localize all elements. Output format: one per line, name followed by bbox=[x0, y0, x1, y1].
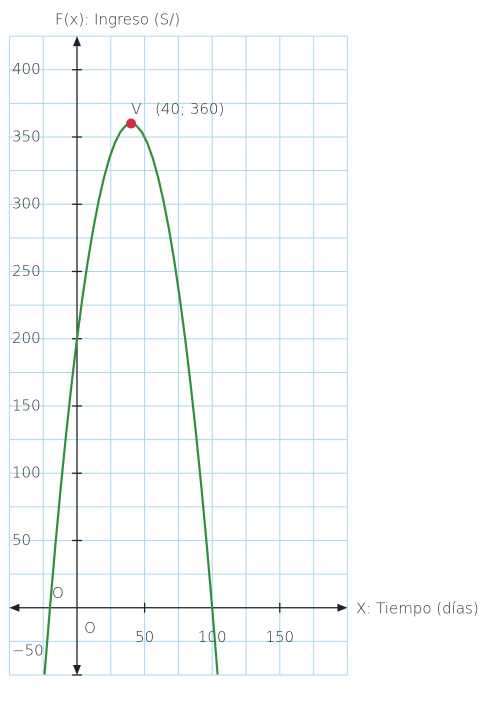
origin-label: O bbox=[52, 584, 64, 602]
origin-label: O bbox=[84, 619, 96, 637]
y-tick-label: 100 bbox=[12, 464, 41, 482]
y-tick-label: 300 bbox=[12, 195, 41, 213]
arrow bbox=[73, 665, 81, 675]
y-tick-label: 150 bbox=[12, 396, 41, 414]
x-tick-label: 150 bbox=[265, 628, 294, 646]
vertex-annotation: (40; 360) bbox=[155, 100, 224, 118]
arrow bbox=[73, 36, 81, 47]
curve bbox=[43, 122, 219, 675]
vertex-point bbox=[126, 118, 137, 129]
x-tick-label: 50 bbox=[135, 628, 154, 646]
arrow bbox=[9, 603, 20, 612]
arrow bbox=[337, 603, 348, 612]
x-axis-label: X: Tiempo (días) bbox=[356, 600, 479, 618]
y-tick-label: 250 bbox=[12, 262, 41, 280]
y-tick-label: −50 bbox=[12, 642, 44, 660]
y-tick-label: 400 bbox=[12, 60, 41, 78]
y-tick-label: 350 bbox=[12, 127, 41, 145]
x-tick-label: 100 bbox=[198, 628, 227, 646]
chart-title: F(x): Ingreso (S/) bbox=[55, 11, 180, 29]
y-tick-label: 50 bbox=[12, 531, 31, 549]
vertex-label: V bbox=[131, 100, 141, 118]
y-tick-label: 200 bbox=[12, 329, 41, 347]
